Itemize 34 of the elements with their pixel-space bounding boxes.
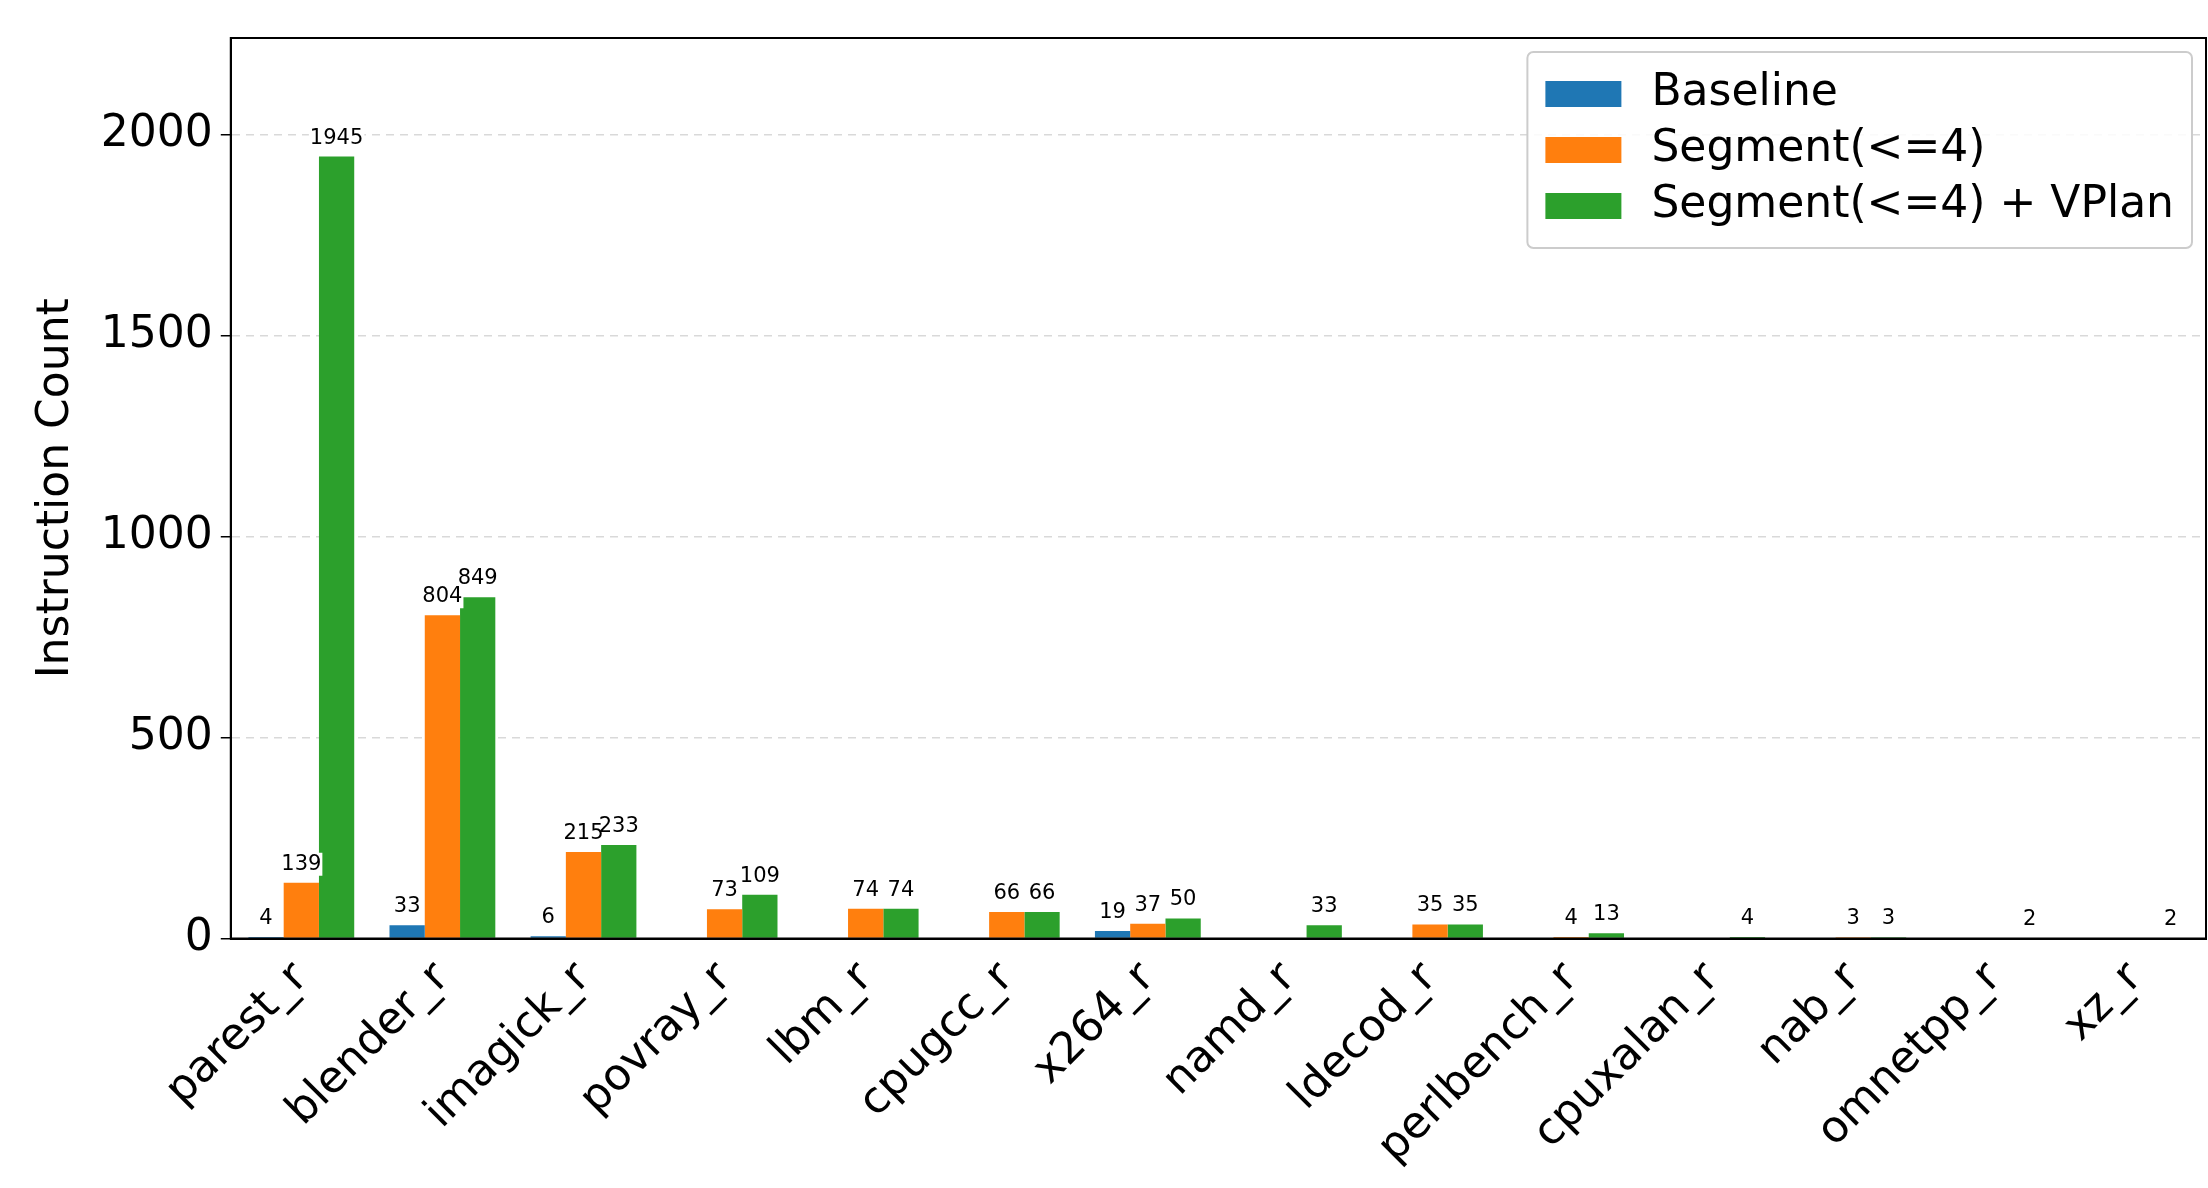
data-label: 74	[887, 876, 915, 901]
y-tick-label: 1500	[100, 305, 213, 357]
data-label: 1945	[309, 124, 364, 149]
legend-label: Baseline	[1651, 64, 1838, 116]
data-label: 66	[993, 879, 1021, 904]
data-label: 4	[259, 904, 273, 929]
data-label: 804	[422, 583, 463, 608]
data-label: 35	[1451, 892, 1479, 917]
data-label: 73	[711, 877, 738, 902]
y-axis-title: Instruction Count	[26, 298, 78, 679]
data-label: 3	[1881, 905, 1896, 930]
data-label: 33	[1310, 893, 1338, 918]
y-tick-label: 1000	[100, 506, 213, 558]
data-label: 4	[1564, 904, 1578, 929]
y-tick-label: 2000	[100, 104, 213, 156]
data-label: 4	[1740, 904, 1755, 929]
data-label: 50	[1169, 886, 1197, 911]
y-tick-label: 500	[128, 707, 213, 759]
data-label: 74	[852, 876, 880, 901]
data-label: 6	[541, 904, 555, 929]
legend-label: Segment(<=4)	[1651, 120, 1986, 172]
data-label: 66	[1028, 879, 1056, 904]
data-label: 2	[2022, 905, 2037, 930]
data-label: 109	[739, 862, 780, 887]
data-label: 3	[1846, 905, 1860, 930]
data-label: 33	[393, 893, 421, 918]
data-label: 19	[1099, 898, 1126, 923]
legend-label: Segment(<=4) + VPlan	[1651, 176, 2174, 228]
y-tick-label: 0	[184, 908, 213, 960]
data-label: 139	[281, 850, 322, 875]
data-label: 13	[1593, 901, 1620, 926]
data-label: 35	[1416, 892, 1444, 917]
data-label: 37	[1134, 891, 1162, 916]
data-label: 2	[2164, 905, 2178, 930]
